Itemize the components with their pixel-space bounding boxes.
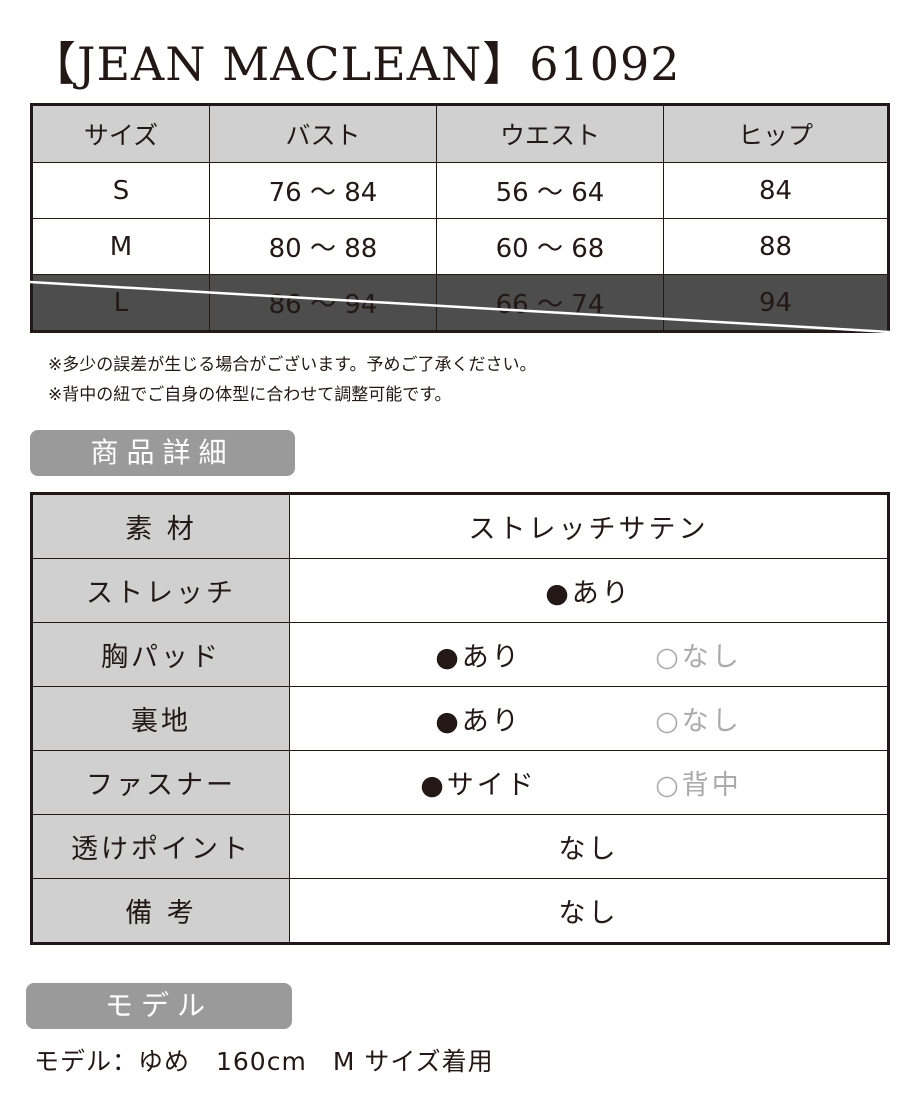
detail-value: なし xyxy=(289,878,889,944)
cell-hip: 84 xyxy=(663,162,889,219)
header-bust: バスト xyxy=(209,104,437,163)
detail-label: ストレッチ xyxy=(31,558,290,623)
size-table: サイズ バスト ウエスト ヒップ S 76 〜 84 56 〜 64 84 M … xyxy=(30,103,890,333)
cell-size: M xyxy=(31,218,210,275)
detail-row: 胸パッド ●あり ○なし xyxy=(31,622,889,687)
detail-label: 素 材 xyxy=(31,493,290,559)
option-selected: ●あり xyxy=(435,706,522,737)
cell-waist: 66 〜 74 xyxy=(436,274,664,332)
cell-size: L xyxy=(31,274,210,332)
cell-size: S xyxy=(31,162,210,219)
detail-label: 胸パッド xyxy=(31,622,290,687)
option-unselected: ○なし xyxy=(655,642,742,673)
cell-bust: 86 〜 94 xyxy=(209,274,437,332)
page-title: 【JEAN MACLEAN】61092 xyxy=(30,37,681,91)
detail-row: 裏地 ●あり ○なし xyxy=(31,686,889,751)
detail-value: ストレッチサテン xyxy=(289,493,889,559)
table-row-unavailable: L 86 〜 94 66 〜 74 94 xyxy=(31,274,889,332)
model-heading: モデル xyxy=(26,983,292,1029)
detail-label: ファスナー xyxy=(31,750,290,815)
option-unselected: ○なし xyxy=(655,706,742,737)
detail-value: なし xyxy=(289,814,889,879)
detail-value: ●あり xyxy=(289,558,889,623)
option-unselected: ○背中 xyxy=(655,770,742,801)
cell-hip: 88 xyxy=(663,218,889,275)
detail-row: 備 考なし xyxy=(31,878,889,944)
cell-hip: 94 xyxy=(663,274,889,332)
option-selected: ●あり xyxy=(435,642,522,673)
header-waist: ウエスト xyxy=(436,104,664,163)
option-selected: ●サイド xyxy=(420,770,537,801)
detail-row: ファスナー ●サイド ○背中 xyxy=(31,750,889,815)
cell-bust: 80 〜 88 xyxy=(209,218,437,275)
table-row: S 76 〜 84 56 〜 64 84 xyxy=(31,162,889,219)
cell-bust: 76 〜 84 xyxy=(209,162,437,219)
cell-waist: 56 〜 64 xyxy=(436,162,664,219)
note: ※背中の紐でご自身の体型に合わせて調整可能です。 xyxy=(48,385,452,405)
detail-label: 裏地 xyxy=(31,686,290,751)
note: ※多少の誤差が生じる場合がございます。予めご了承ください。 xyxy=(48,355,537,375)
table-header-row: サイズ バスト ウエスト ヒップ xyxy=(31,104,889,163)
header-hip: ヒップ xyxy=(663,104,889,163)
detail-row: ストレッチ ●あり xyxy=(31,558,889,623)
header-size: サイズ xyxy=(31,104,210,163)
table-row: M 80 〜 88 60 〜 68 88 xyxy=(31,218,889,275)
details-heading: 商品詳細 xyxy=(30,430,295,476)
detail-label: 透けポイント xyxy=(31,814,290,879)
detail-row: 素 材ストレッチサテン xyxy=(31,493,889,559)
detail-row: 透けポイント なし xyxy=(31,814,889,879)
details-table: 素 材ストレッチサテン ストレッチ ●あり 胸パッド ●あり ○なし 裏地 ●あり ○なし… xyxy=(30,492,890,945)
detail-label: 備 考 xyxy=(31,878,290,944)
cell-waist: 60 〜 68 xyxy=(436,218,664,275)
model-info: モデル：ゆめ 160cm M サイズ着用 xyxy=(34,1047,494,1076)
